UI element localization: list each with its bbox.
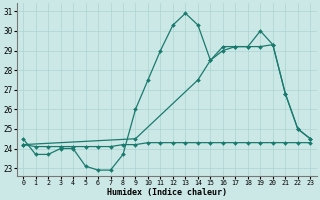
X-axis label: Humidex (Indice chaleur): Humidex (Indice chaleur) — [107, 188, 227, 197]
